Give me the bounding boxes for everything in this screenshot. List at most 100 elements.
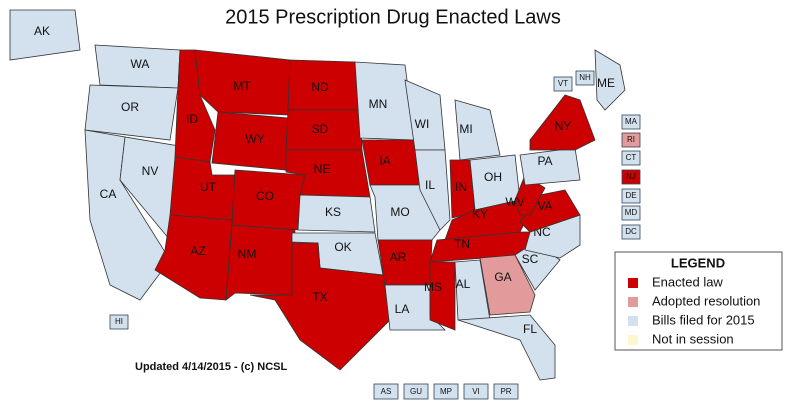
state-label: DE — [625, 191, 636, 200]
state-label: HI — [115, 317, 123, 326]
state — [479, 254, 536, 316]
state-label: FL — [523, 322, 537, 336]
state-label: WV — [505, 195, 524, 209]
state-label: DC — [625, 227, 637, 236]
state-label: LA — [395, 302, 410, 316]
state-label: OK — [334, 240, 351, 254]
state — [457, 314, 556, 381]
state — [297, 194, 376, 233]
state-label: SD — [312, 122, 329, 136]
territory-label: PR — [500, 387, 511, 396]
state-label: AR — [390, 250, 407, 264]
state-label: WY — [245, 132, 264, 146]
territory-box — [433, 383, 459, 400]
state — [414, 149, 451, 231]
state-label: IN — [455, 180, 467, 194]
state-label: KS — [325, 205, 341, 219]
state-label: SC — [522, 252, 539, 266]
state — [454, 99, 501, 161]
state-label: VA — [537, 199, 552, 213]
state-label: OR — [121, 100, 139, 114]
legend-swatch — [628, 316, 638, 326]
state-box — [621, 205, 641, 221]
territories: AS GU MP VI PR — [373, 383, 519, 400]
state-label: AZ — [190, 244, 205, 258]
territory-label: AS — [381, 387, 392, 396]
state — [249, 242, 391, 371]
state — [361, 139, 421, 186]
state-box — [621, 169, 641, 185]
state — [194, 49, 291, 116]
legend-title: LEGEND — [671, 255, 725, 270]
state-label: NY — [555, 119, 572, 133]
state-label: IA — [379, 154, 390, 168]
legend-label: Not in session — [652, 331, 734, 346]
state-label: PA — [537, 154, 552, 168]
state-box — [621, 132, 641, 148]
state-box — [621, 114, 641, 130]
state-label: WA — [131, 57, 150, 71]
legend-swatch — [628, 335, 638, 345]
legend-swatch — [628, 278, 638, 288]
legend: LEGEND Enacted law Adopted resolution Bill… — [614, 251, 783, 351]
state — [84, 84, 179, 141]
state-label: MA — [625, 117, 638, 126]
state-label: WI — [415, 117, 430, 131]
legend-label: Bills filed for 2015 — [652, 312, 755, 327]
state-label: CO — [256, 189, 274, 203]
state-box — [621, 224, 641, 240]
territory-label: GU — [410, 387, 422, 396]
state-label: NV — [142, 164, 159, 178]
territory-label: MP — [440, 387, 452, 396]
state-box — [621, 188, 641, 204]
state-label: NM — [238, 247, 257, 261]
state-label: NH — [579, 73, 591, 82]
state-label: RI — [627, 135, 635, 144]
state-label: NE — [314, 162, 331, 176]
legend-box — [614, 251, 783, 351]
state-label: MN — [369, 97, 388, 111]
state-label: MT — [233, 79, 251, 93]
state-label: CT — [626, 153, 637, 162]
legend-swatch — [628, 297, 638, 307]
state — [529, 94, 596, 151]
state-label: GA — [494, 270, 511, 284]
state-label: IL — [425, 178, 435, 192]
state-label: CA — [100, 187, 117, 201]
state-label: TN — [454, 237, 470, 251]
state-label: MD — [625, 208, 638, 217]
state-label: ME — [597, 76, 615, 90]
legend-label: Enacted law — [652, 274, 723, 289]
state-label: OH — [484, 170, 502, 184]
map-title: 2015 Prescription Drug Enacted Laws — [225, 6, 561, 28]
state-label: NJ — [626, 172, 636, 181]
states: AK WA OR CA NV ID MT WY UT CO AZ NM ND SD NE KS OK TX MN IA… — [9, 9, 641, 381]
state — [225, 224, 296, 301]
state-label: AK — [34, 24, 50, 38]
state-label: VT — [558, 79, 568, 88]
state-label: ID — [186, 112, 198, 126]
territory-box — [403, 383, 429, 400]
territory-box — [493, 383, 519, 400]
legend-label: Adopted resolution — [652, 293, 760, 308]
state-label: MI — [459, 122, 472, 136]
territory-box — [463, 383, 489, 400]
state — [594, 49, 626, 111]
state-label: KY — [472, 207, 488, 221]
territory-box — [373, 383, 399, 400]
state-label: ND — [311, 80, 329, 94]
state — [429, 261, 456, 331]
state-label: MS — [424, 280, 442, 294]
state-label: AL — [456, 277, 471, 291]
state — [524, 214, 581, 259]
state-label: MO — [390, 205, 409, 219]
state-label: TX — [312, 290, 327, 304]
update-note: Updated 4/14/2015 - (c) NCSL — [135, 361, 287, 373]
state-box — [575, 70, 595, 86]
state — [9, 9, 81, 61]
state-box — [109, 314, 129, 330]
territory-label: VI — [472, 387, 480, 396]
state — [514, 174, 546, 216]
state-box — [621, 150, 641, 166]
